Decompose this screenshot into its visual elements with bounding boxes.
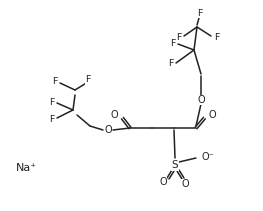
Text: F: F xyxy=(214,32,219,42)
Text: F: F xyxy=(168,58,173,68)
Text: F: F xyxy=(170,38,175,47)
Text: F: F xyxy=(85,76,91,84)
Text: O: O xyxy=(159,177,167,187)
Text: O: O xyxy=(104,125,112,135)
Text: O: O xyxy=(181,179,189,189)
Text: F: F xyxy=(197,8,203,18)
Text: Na⁺: Na⁺ xyxy=(16,163,37,173)
Text: O: O xyxy=(197,95,205,105)
Text: F: F xyxy=(49,97,54,107)
Text: F: F xyxy=(176,32,181,42)
Text: O: O xyxy=(208,110,216,120)
Text: O⁻: O⁻ xyxy=(201,152,214,162)
Text: F: F xyxy=(52,77,57,87)
Text: F: F xyxy=(49,115,54,123)
Text: S: S xyxy=(172,160,178,170)
Text: O: O xyxy=(110,110,118,120)
